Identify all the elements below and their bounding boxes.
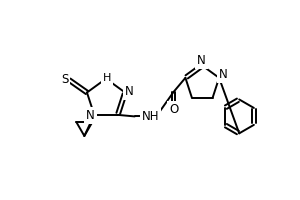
Text: NH: NH [142, 110, 160, 123]
Text: N: N [124, 85, 133, 98]
Text: N: N [219, 68, 227, 81]
Text: N: N [86, 109, 95, 122]
Text: H: H [103, 73, 111, 83]
Text: N: N [197, 54, 206, 67]
Text: S: S [61, 73, 68, 86]
Text: O: O [169, 103, 178, 116]
